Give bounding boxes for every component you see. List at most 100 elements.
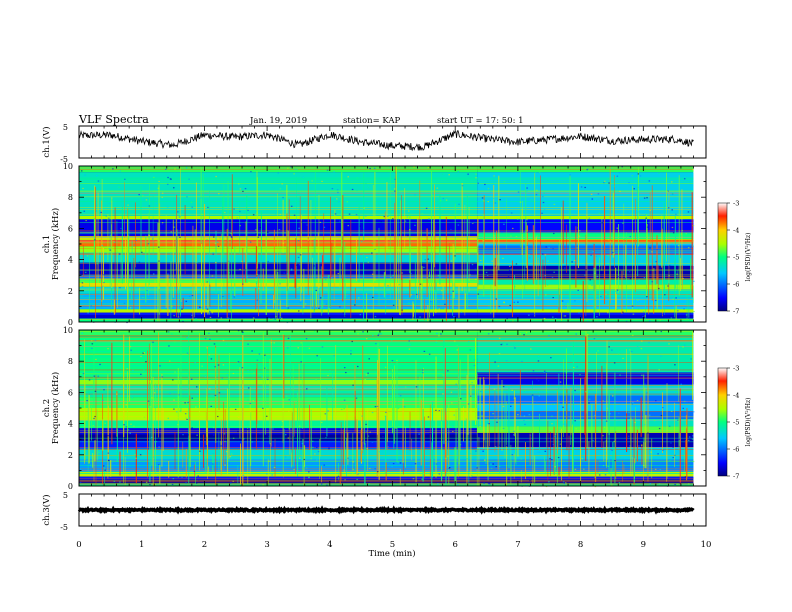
spectral-band xyxy=(79,397,478,408)
speckle xyxy=(657,453,659,455)
speckle xyxy=(542,201,545,204)
speckle xyxy=(563,304,566,307)
speckle xyxy=(265,415,268,417)
speckle xyxy=(188,178,190,180)
speckle xyxy=(132,369,134,371)
colorbar-tick-label: -6 xyxy=(733,446,739,454)
spectral-band xyxy=(477,254,694,266)
speckle xyxy=(508,431,511,433)
speckle xyxy=(155,261,157,263)
speckle xyxy=(361,415,363,417)
speckle xyxy=(526,190,528,192)
speckle xyxy=(492,412,494,415)
speckle xyxy=(575,333,577,335)
speckle xyxy=(87,312,89,314)
speckle xyxy=(423,230,425,232)
speckle xyxy=(204,337,207,340)
speckle xyxy=(179,236,181,238)
speckle xyxy=(338,201,340,203)
speckle xyxy=(277,270,279,272)
frequency-tick-label: 0 xyxy=(68,482,73,491)
speckle xyxy=(447,455,449,457)
speckle xyxy=(457,171,460,173)
speckle xyxy=(467,403,470,405)
speckle xyxy=(450,296,453,298)
speckle xyxy=(415,386,418,388)
speckle xyxy=(172,211,175,213)
speckle xyxy=(394,190,396,192)
speckle xyxy=(174,371,176,373)
speckle xyxy=(568,221,571,224)
speckle xyxy=(427,258,430,260)
speckle xyxy=(438,409,441,412)
ch1-frequency-axis-label: Frequency (kHz) xyxy=(50,208,61,280)
speckle xyxy=(628,182,630,184)
speckle xyxy=(575,428,577,430)
speckle xyxy=(105,438,107,440)
speckle xyxy=(180,226,183,228)
time-tick-label: 0 xyxy=(76,540,81,550)
speckle xyxy=(668,264,671,267)
speckle xyxy=(359,313,362,316)
speckle xyxy=(603,368,605,370)
speckle xyxy=(279,213,282,216)
speckle xyxy=(316,459,318,461)
speckle xyxy=(517,301,519,303)
speckle xyxy=(683,400,686,403)
speckle xyxy=(548,334,550,337)
speckle xyxy=(92,425,95,427)
speckle xyxy=(352,470,354,472)
speckle xyxy=(197,479,200,481)
speckle xyxy=(455,383,457,385)
speckle xyxy=(356,478,358,481)
spectral-band xyxy=(477,476,694,480)
ch1-spectrogram-ylabel: ch.1 xyxy=(42,235,52,253)
speckle xyxy=(131,397,134,399)
speckle xyxy=(554,433,557,435)
speckle xyxy=(219,293,222,295)
speckle xyxy=(174,170,176,173)
speckle xyxy=(640,444,643,446)
speckle xyxy=(407,235,409,237)
speckle xyxy=(538,451,541,453)
speckle xyxy=(97,180,100,182)
speckle xyxy=(287,307,290,309)
speckle xyxy=(477,182,480,184)
speckle xyxy=(350,350,352,352)
speckle xyxy=(671,226,674,229)
speckle xyxy=(84,224,87,226)
ch1-spectrogram-ticks xyxy=(78,165,707,323)
speckle xyxy=(224,440,226,443)
speckle xyxy=(551,459,553,461)
speckle xyxy=(253,448,256,451)
spectral-band xyxy=(79,236,478,241)
speckle xyxy=(625,320,628,322)
speckle xyxy=(242,331,244,333)
speckle xyxy=(473,364,476,367)
speckle xyxy=(631,305,634,307)
speckle xyxy=(389,166,391,168)
speckle xyxy=(323,464,326,466)
speckle xyxy=(658,172,660,174)
speckle xyxy=(107,217,110,219)
speckle xyxy=(348,213,351,215)
ch2-colorbar: -3 -4 -5 -6 -7 log(PSD)(V²/Hz) xyxy=(717,365,752,481)
speckle xyxy=(523,419,525,421)
speckle xyxy=(574,389,576,392)
speckle xyxy=(629,445,631,447)
speckle xyxy=(352,453,355,456)
speckle xyxy=(421,420,423,422)
speckle xyxy=(298,264,301,266)
speckle xyxy=(343,367,346,369)
speckle xyxy=(674,483,676,485)
speckle xyxy=(123,424,125,426)
speckle xyxy=(224,439,226,442)
colorbar-tick-label: -4 xyxy=(733,392,739,400)
speckle xyxy=(634,421,636,424)
spectral-band xyxy=(477,245,694,255)
speckle xyxy=(648,233,650,235)
speckle xyxy=(682,277,684,280)
speckle xyxy=(209,316,212,318)
speckle xyxy=(451,425,454,427)
ch3-ylabel: ch.3(V) xyxy=(41,494,52,525)
